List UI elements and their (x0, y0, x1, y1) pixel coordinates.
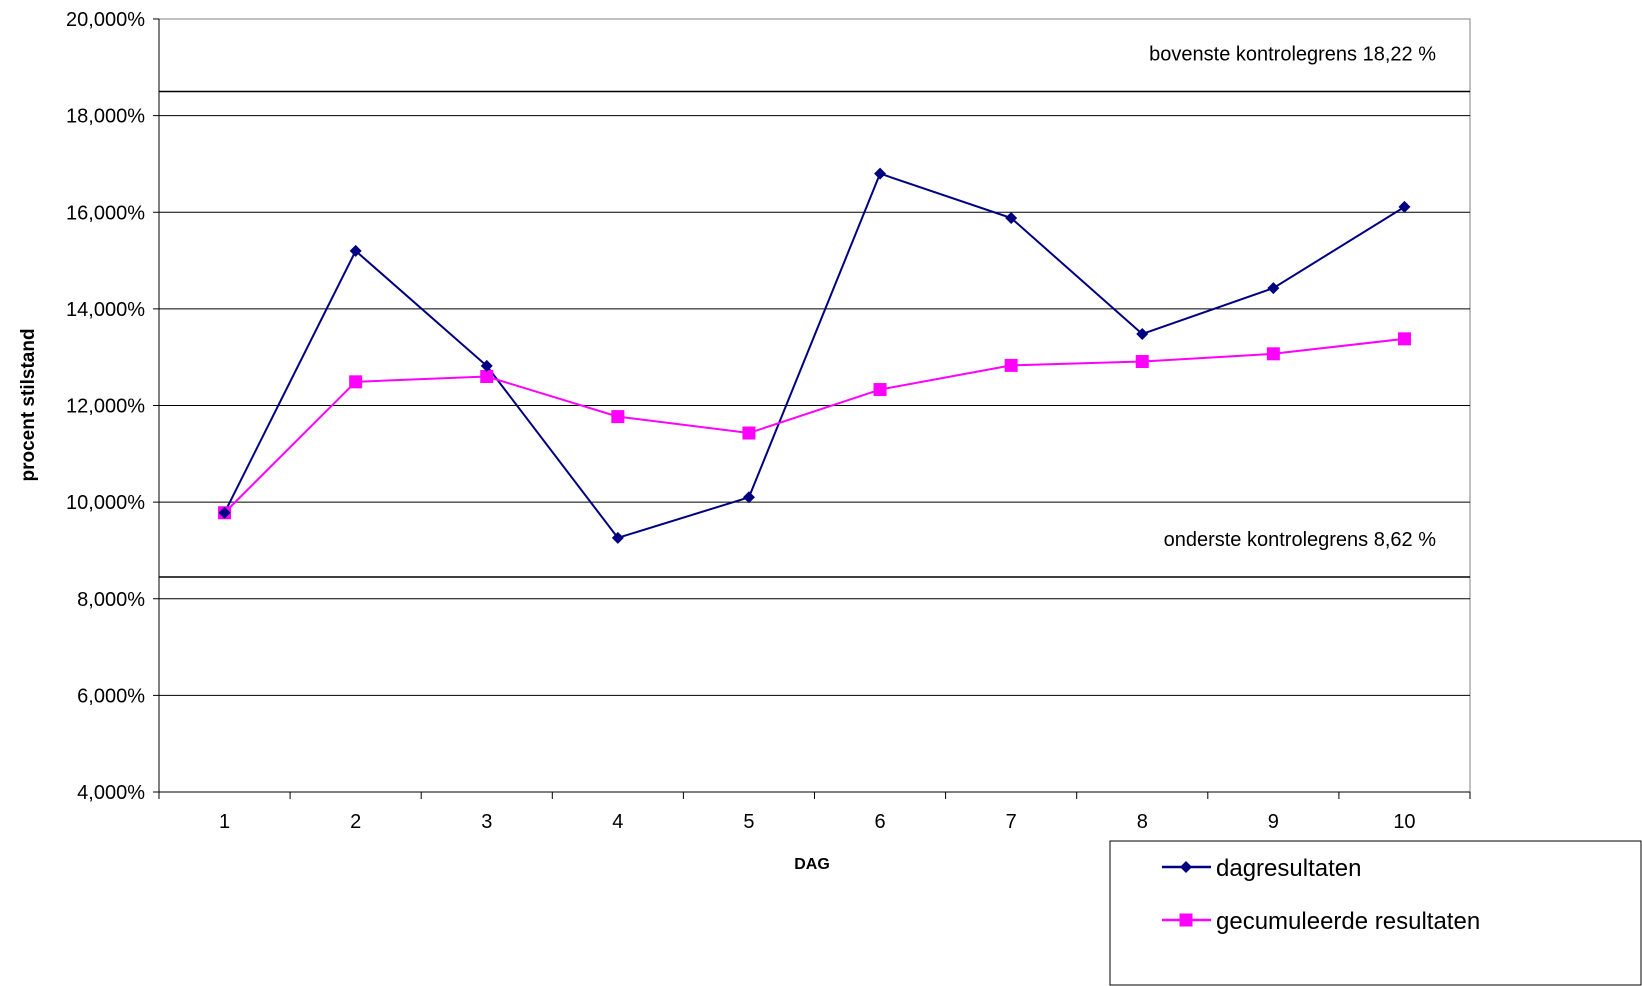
data-point-square (480, 370, 494, 384)
data-point-square (1135, 355, 1149, 369)
control-limits: bovenste kontrolegrens 18,22 % onderste k… (159, 43, 1470, 578)
x-tick-label: 8 (1137, 811, 1148, 833)
series (218, 167, 1411, 544)
y-tick-label: 12,000% (66, 396, 145, 418)
y-tick-labels: 4,000% 6,000% 8,000% 10,000% 12,000% 14,000% 1… (66, 9, 145, 804)
data-point-diamond (874, 167, 887, 180)
data-point-diamond (1398, 200, 1411, 213)
data-point-square (611, 410, 625, 424)
y-tick-label: 14,000% (66, 299, 145, 321)
x-tick-label: 9 (1268, 811, 1279, 833)
data-point-diamond (480, 359, 493, 372)
data-point-diamond (218, 506, 231, 519)
legend-label: gecumuleerde resultaten (1216, 908, 1480, 935)
x-tick-label: 1 (219, 811, 230, 833)
series-line-dagresultaten (223, 172, 1405, 540)
x-tick-labels: 1 2 3 4 5 6 7 8 9 10 (219, 811, 1416, 833)
data-point-diamond (1136, 327, 1149, 340)
x-tick-label: 5 (743, 811, 754, 833)
legend: dagresultaten gecumuleerde resultaten (1109, 840, 1642, 986)
legend-marker-diamond (1180, 861, 1192, 873)
data-point-square (1266, 347, 1280, 361)
x-tick-label: 4 (612, 811, 623, 833)
data-point-square (742, 426, 756, 440)
y-tick-label: 4,000% (77, 782, 145, 804)
data-point-diamond (1267, 282, 1280, 295)
data-point-square (873, 383, 887, 397)
data-point-square (349, 375, 363, 389)
x-axis-title: DAG (794, 856, 830, 873)
data-point-diamond (349, 244, 362, 257)
y-tick-label: 20,000% (66, 9, 145, 31)
data-point-diamond (1005, 212, 1018, 225)
x-tick-label: 10 (1393, 811, 1415, 833)
data-point-square (1004, 358, 1018, 372)
legend-box (1109, 840, 1642, 986)
y-tick-label: 6,000% (77, 685, 145, 707)
y-tick-label: 10,000% (66, 492, 145, 514)
axes (158, 19, 1471, 799)
x-tick-label: 7 (1006, 811, 1017, 833)
series-line-gecumuleerde-resultaten (223, 337, 1405, 514)
data-point-diamond (742, 491, 755, 504)
y-axis-title: procent stilstand (18, 328, 39, 481)
gridlines (153, 18, 1470, 793)
x-tick-label: 6 (874, 811, 885, 833)
y-tick-label: 18,000% (66, 106, 145, 128)
y-tick-label: 16,000% (66, 202, 145, 224)
x-tick-label: 3 (481, 811, 492, 833)
x-tick-label: 2 (350, 811, 361, 833)
legend-marker-square (1179, 913, 1193, 927)
data-point-square (1397, 332, 1411, 346)
legend-label: dagresultaten (1216, 855, 1361, 882)
data-point-diamond (611, 531, 624, 544)
control-limit-label: onderste kontrolegrens 8,62 % (1164, 529, 1437, 551)
control-limit-label: bovenste kontrolegrens 18,22 % (1149, 43, 1436, 65)
y-tick-label: 8,000% (77, 589, 145, 611)
